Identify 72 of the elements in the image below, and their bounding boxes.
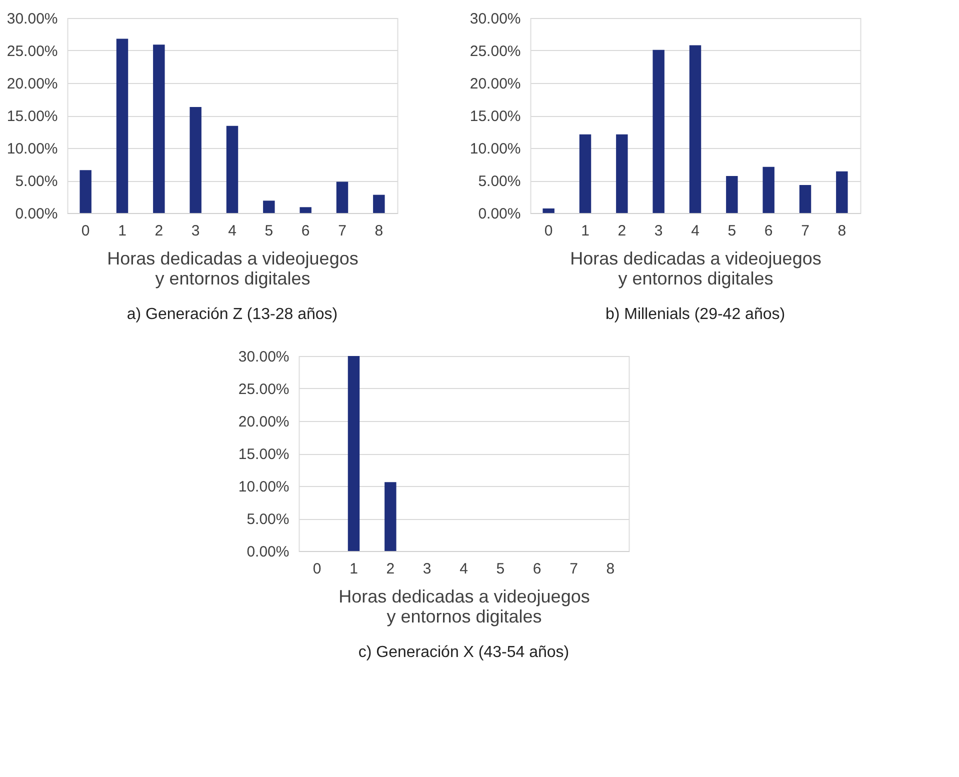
- bar: [336, 182, 348, 213]
- bar: [80, 170, 92, 213]
- text: b) Millenials (29-42 años): [605, 306, 786, 323]
- x-axis-title: Horas dedicadas a videojuegos y entornos digitales: [338, 586, 590, 626]
- x-tick-label: 8: [606, 560, 615, 578]
- y-tick-label: 25.00%: [470, 43, 521, 60]
- x-tick-label: 2: [154, 222, 164, 240]
- bar: [726, 176, 738, 213]
- y-tick-label: 25.00%: [6, 43, 58, 60]
- y-tick-label: 30.00%: [470, 10, 521, 28]
- y-tick-label: 20.00%: [470, 76, 521, 92]
- x-tick-label: 0: [312, 560, 322, 578]
- x-tick-label: 4: [691, 222, 700, 240]
- y-tick-label: 5.00%: [478, 173, 521, 190]
- x-tick-label: 8: [838, 222, 846, 240]
- y-tick-label: 0.00%: [478, 206, 521, 222]
- x-tick-label: 1: [581, 222, 590, 240]
- x-tick-label: 5: [496, 560, 505, 578]
- y-tick-label: 25.00%: [238, 381, 290, 398]
- x-tick-label: 3: [191, 222, 200, 240]
- x-tick-label: 2: [618, 222, 626, 240]
- bar: [652, 50, 664, 213]
- bar: [373, 194, 385, 213]
- y-tick-label: 30.00%: [238, 348, 290, 366]
- x-tick-label: 6: [301, 222, 310, 240]
- y-tick-label: 15.00%: [238, 446, 290, 463]
- y-tick-label: 10.00%: [6, 140, 58, 158]
- y-tick-label: 10.00%: [470, 140, 521, 158]
- bar: [799, 185, 812, 213]
- bar: [300, 207, 312, 213]
- text: a) Generación Z (13-28 años): [126, 306, 338, 323]
- y-tick-label: 15.00%: [6, 108, 58, 125]
- bar: [836, 171, 848, 213]
- y-tick-label: 10.00%: [238, 478, 290, 496]
- x-tick-label: 5: [264, 222, 274, 240]
- y-tick-label: 15.00%: [470, 108, 521, 125]
- y-tick-label: 20.00%: [6, 76, 58, 92]
- x-tick-label: 1: [118, 222, 126, 240]
- y-tick-label: 30.00%: [6, 10, 58, 28]
- x-tick-label: 1: [350, 560, 358, 578]
- bar: [263, 200, 275, 213]
- bar: [226, 126, 238, 213]
- x-tick-label: 7: [570, 560, 578, 578]
- x-tick-label: 7: [801, 222, 810, 240]
- x-tick-label: 6: [764, 222, 773, 240]
- x-tick-label: 4: [228, 222, 236, 240]
- bar: [190, 107, 202, 213]
- y-tick-label: 0.00%: [15, 206, 58, 222]
- y-tick-label: 5.00%: [246, 511, 290, 528]
- x-tick-label: 2: [386, 560, 395, 578]
- x-tick-label: 3: [422, 560, 432, 578]
- y-tick-label: 20.00%: [238, 414, 290, 430]
- x-tick-label: 7: [338, 222, 346, 240]
- bar: [762, 166, 774, 213]
- bar: [153, 44, 165, 213]
- y-tick-label: 0.00%: [246, 544, 290, 560]
- bar: [689, 45, 702, 213]
- x-axis-title: Horas dedicadas a videojuegos y entornos digitales: [570, 248, 822, 288]
- bar: [579, 134, 592, 213]
- bar: [616, 134, 628, 213]
- bar: [542, 208, 554, 213]
- x-tick-label: 3: [654, 222, 663, 240]
- x-tick-label: 4: [460, 560, 468, 578]
- x-tick-label: 5: [728, 222, 736, 240]
- x-tick-label: 0: [81, 222, 90, 240]
- x-axis-title: Horas dedicadas a videojuegos y entornos digitales: [107, 248, 358, 288]
- x-tick-label: 6: [532, 560, 542, 578]
- x-tick-label: 0: [544, 222, 553, 240]
- text: c) Generación X (43-54 años): [358, 644, 570, 661]
- y-tick-label: 5.00%: [15, 173, 58, 190]
- x-tick-label: 8: [374, 222, 384, 240]
- bar: [116, 38, 128, 213]
